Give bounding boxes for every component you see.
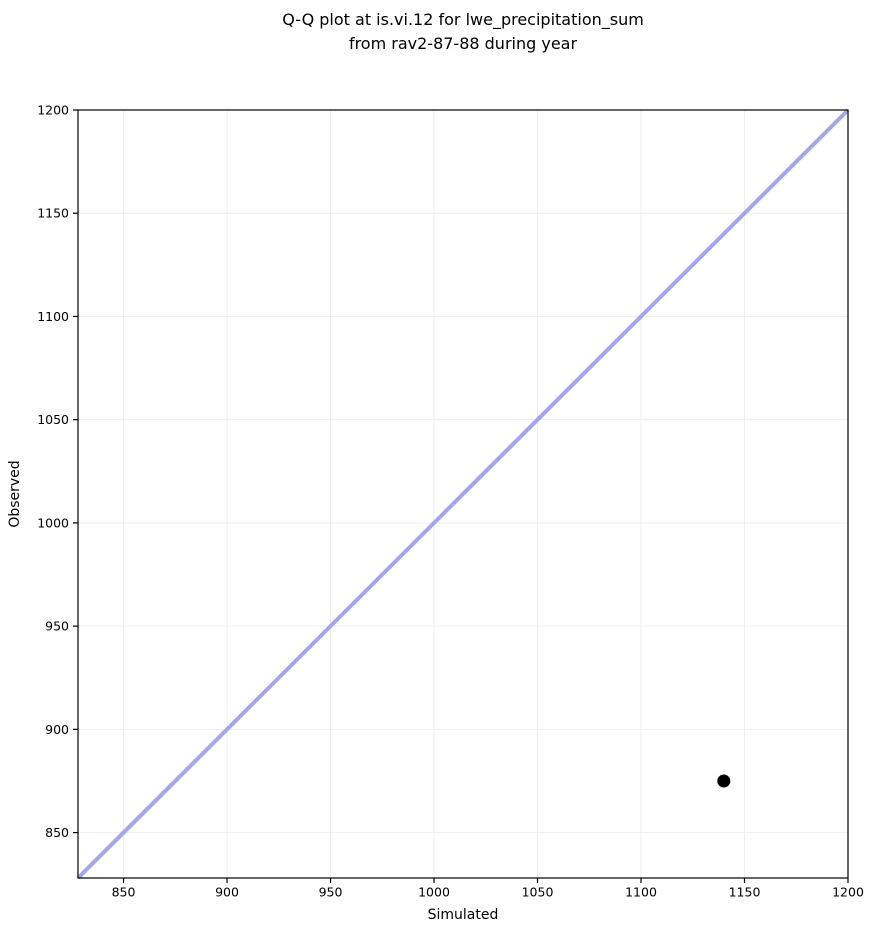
x-tick-label: 900 [215,885,239,900]
y-tick-label: 900 [45,722,69,737]
chart-title-line1: Q-Q plot at is.vi.12 for lwe_precipitati… [282,10,644,29]
x-tick-label: 850 [112,885,136,900]
axes-box [77,109,849,879]
y-axis-label: Observed [7,460,23,528]
x-tick-label: 1150 [729,885,761,900]
x-tick-label: 1200 [832,885,864,900]
data-point [717,774,731,788]
identity-line [76,108,850,880]
y-tick-label: 1200 [37,103,69,118]
y-tick-label: 950 [45,619,69,634]
chart-title: Q-Q plot at is.vi.12 for lwe_precipitati… [78,8,848,56]
y-tick-label: 850 [45,825,69,840]
x-tick-label: 1000 [418,885,450,900]
chart-title-line2: from rav2-87-88 during year [348,34,578,53]
x-tick-label: 1050 [522,885,554,900]
y-tick-label: 1000 [37,515,69,530]
x-axis-label: Simulated [427,907,499,923]
x-tick-label: 1100 [625,885,657,900]
y-tick-label: 1050 [37,412,69,427]
x-tick-label: 950 [319,885,343,900]
y-tick-label: 1150 [37,206,69,221]
y-tick-label: 1100 [37,309,69,324]
